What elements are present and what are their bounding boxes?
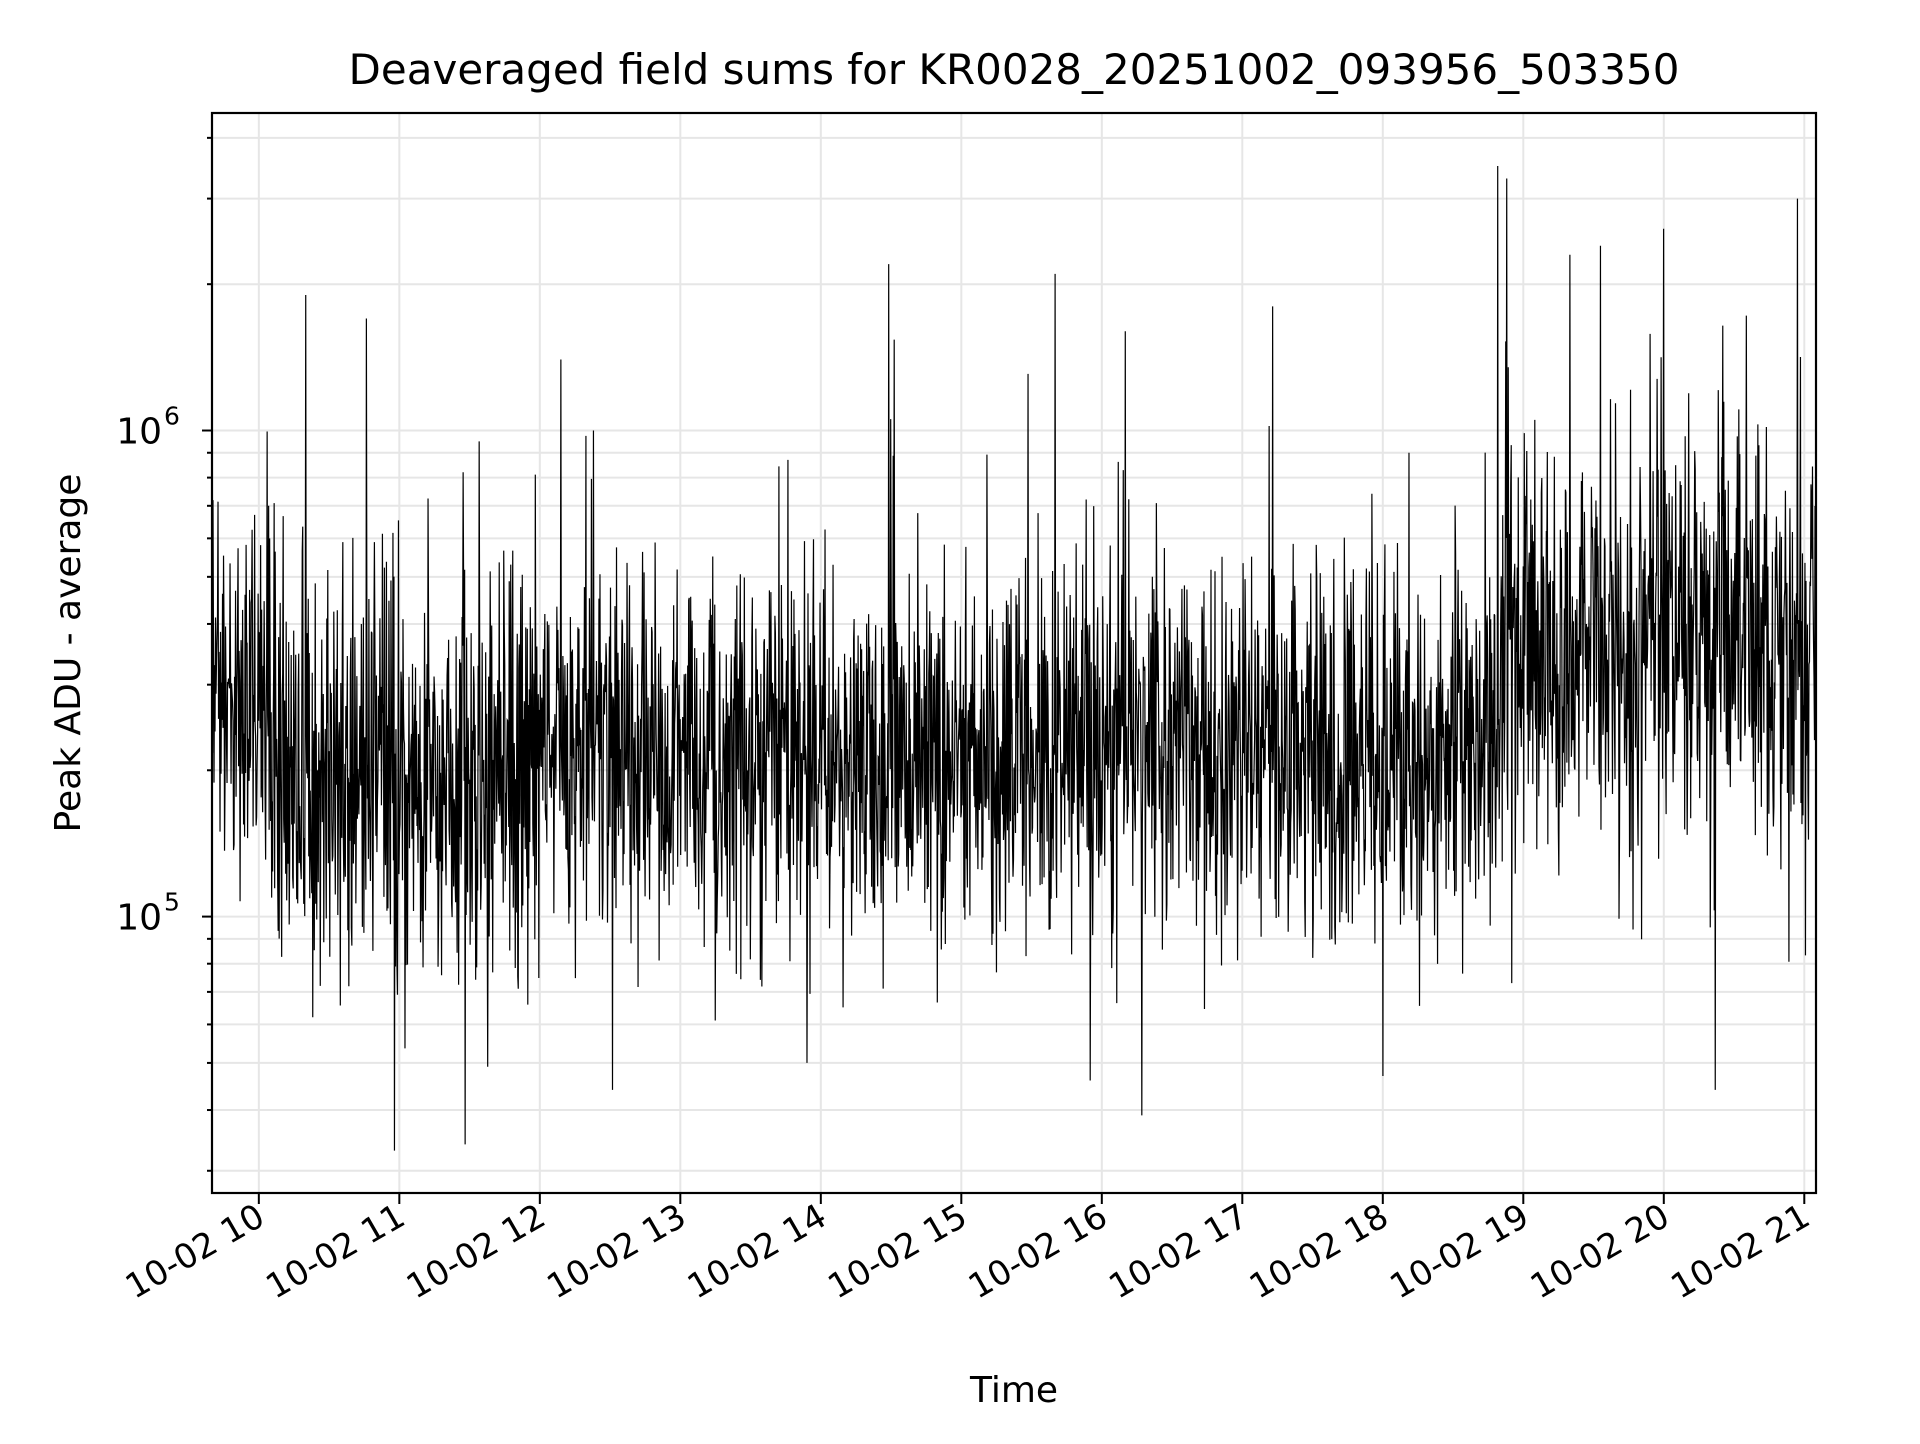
series-line xyxy=(212,166,1816,1151)
y-tick-label: 10 xyxy=(116,412,162,453)
y-tick-label: 10 xyxy=(116,898,162,939)
x-tick-label: 10-02 12 xyxy=(400,1196,552,1307)
x-tick-label: 10-02 19 xyxy=(1383,1196,1535,1307)
x-tick-label: 10-02 16 xyxy=(962,1196,1114,1307)
x-tick-label: 10-02 18 xyxy=(1243,1196,1395,1307)
x-tick-label: 10-02 10 xyxy=(119,1196,271,1307)
x-tick-label: 10-02 11 xyxy=(259,1196,411,1307)
x-tick-label: 10-02 14 xyxy=(681,1196,833,1307)
x-tick-label: 10-02 20 xyxy=(1524,1196,1676,1307)
x-tick-label: 10-02 21 xyxy=(1664,1196,1816,1307)
x-tick-label: 10-02 17 xyxy=(1102,1196,1254,1307)
x-tick-label: 10-02 13 xyxy=(540,1196,692,1307)
x-axis-label: Time xyxy=(969,1370,1058,1411)
y-tick-label-exponent: 5 xyxy=(164,888,180,917)
x-tick-label: 10-02 15 xyxy=(821,1196,973,1307)
series-layer xyxy=(212,166,1816,1151)
plot-frame xyxy=(210,111,1818,1195)
grid-layer xyxy=(212,113,1816,1193)
y-axis-label: Peak ADU - average xyxy=(48,474,89,833)
y-tick-label-exponent: 6 xyxy=(164,402,180,431)
chart-title: Deaveraged field sums for KR0028_2025100… xyxy=(349,45,1680,94)
